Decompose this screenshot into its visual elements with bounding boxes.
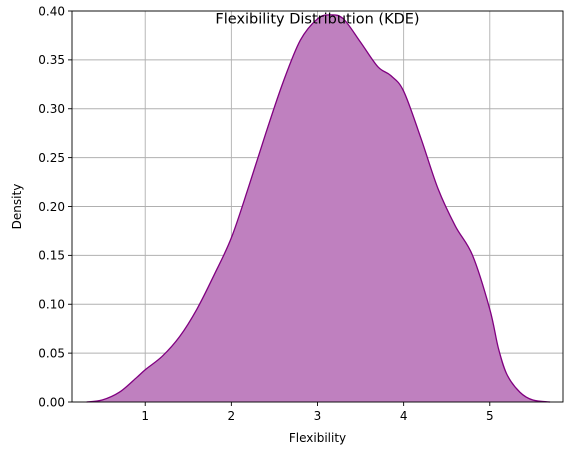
y-tick-label: 0.30: [38, 102, 65, 116]
kde-fill-area: [86, 14, 551, 402]
x-tick-label: 3: [314, 409, 322, 423]
y-tick-label: 0.35: [38, 53, 65, 67]
chart-title: Flexibility Distribution (KDE): [215, 12, 419, 28]
x-axis-label: Flexibility: [289, 431, 346, 445]
y-tick-label: 0.00: [38, 395, 65, 409]
y-axis-label: Density: [10, 184, 24, 230]
y-tick-label: 0.20: [38, 200, 65, 214]
kde-series: [86, 14, 551, 403]
kde-line: [86, 14, 551, 403]
y-tick-label: 0.05: [38, 346, 65, 360]
axis-ticks: 1 2 3 4 5 0.00 0.05 0.10 0.15 0.20 0.25 0.30 0.35 0.4…: [38, 4, 493, 423]
x-tick-label: 4: [400, 409, 408, 423]
y-tick-label: 0.10: [38, 298, 65, 312]
y-tick-label: 0.25: [38, 151, 65, 165]
x-tick-label: 2: [228, 409, 236, 423]
y-tick-label: 0.40: [38, 4, 65, 18]
x-tick-label: 5: [486, 409, 494, 423]
y-tick-label: 0.15: [38, 249, 65, 263]
x-tick-label: 1: [141, 409, 149, 423]
